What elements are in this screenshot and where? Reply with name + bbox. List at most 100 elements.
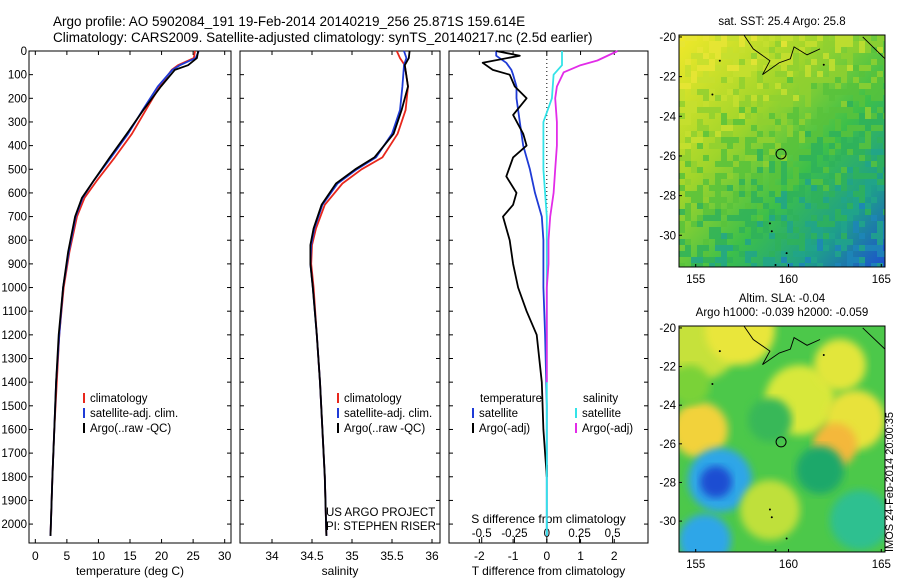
sst-cell <box>763 53 769 59</box>
island <box>768 508 771 511</box>
sst-cell <box>817 221 823 227</box>
sst-cell <box>727 119 733 125</box>
sst-cell <box>853 221 859 227</box>
sst-cell <box>853 83 859 89</box>
sst-cell <box>739 161 745 167</box>
sst-cell <box>823 83 829 89</box>
sst-cell <box>811 179 817 185</box>
sst-cell <box>691 257 697 263</box>
sst-cell <box>721 263 727 267</box>
sst-cell <box>853 197 859 203</box>
sst-cell <box>853 257 859 263</box>
sst-cell <box>751 59 757 65</box>
sst-cell <box>709 263 715 267</box>
sst-cell <box>865 173 871 179</box>
sst-cell <box>859 185 865 191</box>
sst-cell <box>787 101 793 107</box>
argo-position-marker <box>775 148 787 160</box>
sst-cell <box>733 95 739 101</box>
sst-cell <box>691 221 697 227</box>
sst-cell <box>847 209 853 215</box>
sst-cell <box>871 71 877 77</box>
sst-cell <box>817 179 823 185</box>
sst-cell <box>811 257 817 263</box>
sst-cell <box>865 203 871 209</box>
sst-cell <box>811 185 817 191</box>
sst-cell <box>745 149 751 155</box>
sst-cell <box>781 143 787 149</box>
sst-cell <box>805 221 811 227</box>
sst-cell <box>751 263 757 267</box>
sst-cell <box>733 65 739 71</box>
sst-cell <box>823 245 829 251</box>
island <box>785 252 788 255</box>
sst-cell <box>703 101 709 107</box>
sst-cell <box>877 245 883 251</box>
coastline <box>862 327 885 350</box>
sst-cell <box>769 47 775 53</box>
sla-blob <box>679 402 728 458</box>
sst-cell <box>799 251 805 257</box>
coastline <box>743 35 821 76</box>
sst-cell <box>775 161 781 167</box>
sst-cell <box>703 239 709 245</box>
sst-cell <box>751 47 757 53</box>
sst-cell <box>769 107 775 113</box>
sst-cell <box>829 89 835 95</box>
sst-cell <box>883 245 885 251</box>
sst-cell <box>841 197 847 203</box>
sst-cell <box>781 95 787 101</box>
sst-cell <box>793 173 799 179</box>
sst-cell <box>793 53 799 59</box>
sst-cell <box>685 137 691 143</box>
sst-cell <box>787 53 793 59</box>
sst-cell <box>871 215 877 221</box>
sst-cell <box>859 113 865 119</box>
sst-cell <box>829 41 835 47</box>
sst-cell <box>841 245 847 251</box>
sst-cell <box>859 149 865 155</box>
sst-cell <box>817 137 823 143</box>
sst-cell <box>853 191 859 197</box>
sst-cell <box>685 83 691 89</box>
sst-cell <box>721 137 727 143</box>
sst-cell <box>769 185 775 191</box>
sst-cell <box>751 53 757 59</box>
x-tick-label: 25 <box>186 549 200 563</box>
sst-cell <box>835 41 841 47</box>
sst-cell <box>835 239 841 245</box>
sst-cell <box>709 143 715 149</box>
sst-cell <box>739 137 745 143</box>
sst-cell <box>751 233 757 239</box>
sst-cell <box>805 149 811 155</box>
sst-cell <box>871 263 877 267</box>
sst-cell <box>781 53 787 59</box>
sst-cell <box>703 245 709 251</box>
map-y-tick-label: -30 <box>659 230 676 242</box>
sst-cell <box>733 191 739 197</box>
series-line-argo-raw-qc- <box>309 50 411 536</box>
sst-cell <box>697 143 703 149</box>
sst-cell <box>787 227 793 233</box>
sst-cell <box>745 161 751 167</box>
sst-cell <box>715 185 721 191</box>
project-label: US ARGO PROJECT <box>326 507 435 519</box>
sst-cell <box>883 185 885 191</box>
sst-cell <box>799 137 805 143</box>
sst-cell <box>829 59 835 65</box>
sst-cell <box>871 59 877 65</box>
sst-cell <box>811 143 817 149</box>
sst-cell <box>721 173 727 179</box>
sst-cell <box>877 161 883 167</box>
sst-cell <box>835 77 841 83</box>
sst-cell <box>853 227 859 233</box>
sst-cell <box>877 227 883 233</box>
sst-cell <box>745 101 751 107</box>
sla-blob <box>705 326 775 365</box>
sst-cell <box>805 59 811 65</box>
sst-cell <box>853 77 859 83</box>
sst-cell <box>853 137 859 143</box>
sst-cell <box>745 59 751 65</box>
sst-cell <box>853 65 859 71</box>
sst-cell <box>751 227 757 233</box>
